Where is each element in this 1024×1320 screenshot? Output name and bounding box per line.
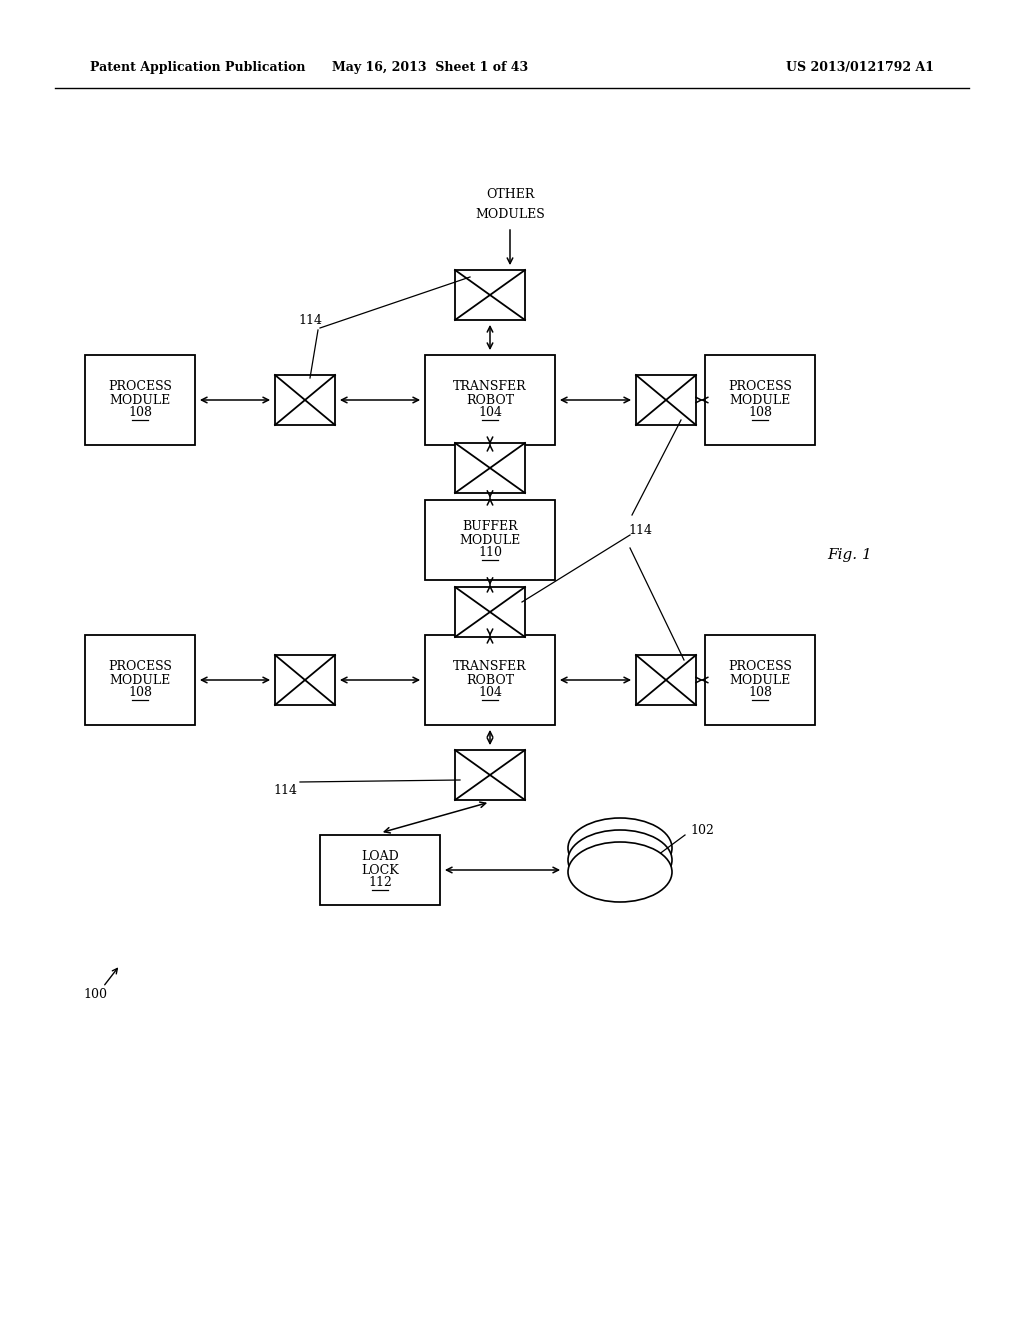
Text: MODULES: MODULES: [475, 209, 545, 222]
Bar: [425, 635, 555, 725]
Text: BUFFER: BUFFER: [462, 520, 518, 533]
Text: 114: 114: [298, 314, 322, 326]
Bar: [425, 355, 555, 445]
Bar: [455, 444, 525, 492]
Text: 104: 104: [478, 686, 502, 700]
Ellipse shape: [568, 842, 672, 902]
Text: May 16, 2013  Sheet 1 of 43: May 16, 2013 Sheet 1 of 43: [332, 62, 528, 74]
Text: PROCESS: PROCESS: [728, 380, 792, 393]
Text: 108: 108: [128, 686, 152, 700]
Text: ROBOT: ROBOT: [466, 393, 514, 407]
Text: 114: 114: [628, 524, 652, 536]
Bar: [705, 635, 815, 725]
Text: PROCESS: PROCESS: [109, 660, 172, 673]
Text: Patent Application Publication: Patent Application Publication: [90, 62, 305, 74]
Bar: [636, 655, 696, 705]
Text: MODULE: MODULE: [460, 533, 520, 546]
Text: 108: 108: [128, 407, 152, 420]
Text: MODULE: MODULE: [729, 393, 791, 407]
Bar: [455, 271, 525, 319]
Text: 108: 108: [748, 686, 772, 700]
Bar: [275, 655, 335, 705]
Text: LOCK: LOCK: [361, 863, 399, 876]
Text: MODULE: MODULE: [110, 673, 171, 686]
Text: MODULE: MODULE: [110, 393, 171, 407]
Text: 110: 110: [478, 546, 502, 560]
Text: 104: 104: [478, 407, 502, 420]
Text: MODULE: MODULE: [729, 673, 791, 686]
Text: 114: 114: [273, 784, 297, 796]
Bar: [636, 375, 696, 425]
Bar: [425, 500, 555, 579]
Bar: [319, 836, 440, 906]
Bar: [275, 375, 335, 425]
Ellipse shape: [568, 830, 672, 890]
Ellipse shape: [568, 818, 672, 878]
Text: US 2013/0121792 A1: US 2013/0121792 A1: [786, 62, 934, 74]
Bar: [455, 750, 525, 800]
Text: PROCESS: PROCESS: [109, 380, 172, 393]
Text: 112: 112: [368, 876, 392, 890]
Bar: [455, 587, 525, 638]
Text: ROBOT: ROBOT: [466, 673, 514, 686]
Text: 100: 100: [83, 989, 106, 1002]
Text: TRANSFER: TRANSFER: [454, 380, 526, 393]
Text: 102: 102: [690, 824, 714, 837]
Bar: [85, 635, 195, 725]
Bar: [85, 355, 195, 445]
Text: OTHER: OTHER: [485, 189, 535, 202]
Text: PROCESS: PROCESS: [728, 660, 792, 673]
Text: LOAD: LOAD: [361, 850, 399, 863]
Text: TRANSFER: TRANSFER: [454, 660, 526, 673]
Bar: [705, 355, 815, 445]
Text: 108: 108: [748, 407, 772, 420]
Text: Fig. 1: Fig. 1: [827, 548, 872, 562]
